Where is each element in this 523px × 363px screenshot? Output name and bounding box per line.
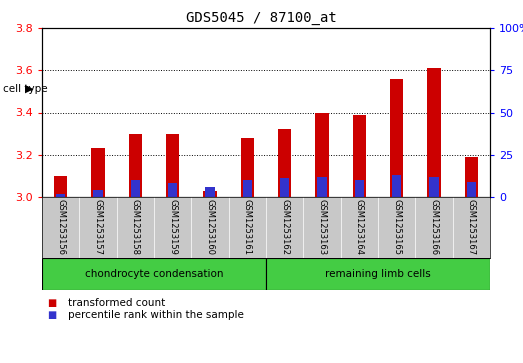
Bar (353, 115, 366, 197)
Bar (56, 193, 65, 197)
Text: transformed count: transformed count (68, 298, 165, 308)
Bar (427, 68, 440, 197)
Bar (280, 178, 289, 197)
Text: GSM1253167: GSM1253167 (467, 199, 476, 255)
Bar (465, 157, 478, 197)
Bar (42, 258, 266, 290)
Text: GSM1253162: GSM1253162 (280, 199, 289, 255)
Bar (278, 129, 291, 197)
Text: ■: ■ (47, 310, 56, 320)
Bar (168, 183, 177, 197)
Text: cell type: cell type (3, 84, 47, 94)
Text: ▶: ▶ (25, 84, 33, 94)
Text: GSM1253164: GSM1253164 (355, 199, 364, 255)
Bar (266, 258, 490, 290)
Text: GDS5045 / 87100_at: GDS5045 / 87100_at (186, 11, 337, 25)
Bar (129, 134, 142, 197)
Text: percentile rank within the sample: percentile rank within the sample (68, 310, 244, 320)
Bar (166, 134, 179, 197)
Text: remaining limb cells: remaining limb cells (325, 269, 431, 279)
Bar (467, 182, 476, 197)
Text: GSM1253160: GSM1253160 (206, 199, 214, 255)
Bar (390, 79, 403, 197)
Bar (243, 180, 252, 197)
Text: GSM1253161: GSM1253161 (243, 199, 252, 255)
Bar (355, 180, 364, 197)
Text: GSM1253159: GSM1253159 (168, 199, 177, 255)
Bar (203, 191, 217, 197)
Text: GSM1253156: GSM1253156 (56, 199, 65, 255)
Text: GSM1253158: GSM1253158 (131, 199, 140, 255)
Text: ■: ■ (47, 298, 56, 308)
Bar (92, 148, 105, 197)
Bar (131, 180, 140, 197)
Text: chondrocyte condensation: chondrocyte condensation (85, 269, 223, 279)
Bar (429, 177, 439, 197)
Bar (93, 190, 103, 197)
Bar (54, 176, 67, 197)
Bar (317, 177, 327, 197)
Text: GSM1253157: GSM1253157 (94, 199, 103, 255)
Bar (315, 113, 328, 197)
Text: GSM1253166: GSM1253166 (429, 199, 438, 255)
Text: GSM1253163: GSM1253163 (317, 199, 326, 255)
Bar (241, 138, 254, 197)
Bar (392, 175, 401, 197)
Bar (206, 187, 214, 197)
Text: GSM1253165: GSM1253165 (392, 199, 401, 255)
